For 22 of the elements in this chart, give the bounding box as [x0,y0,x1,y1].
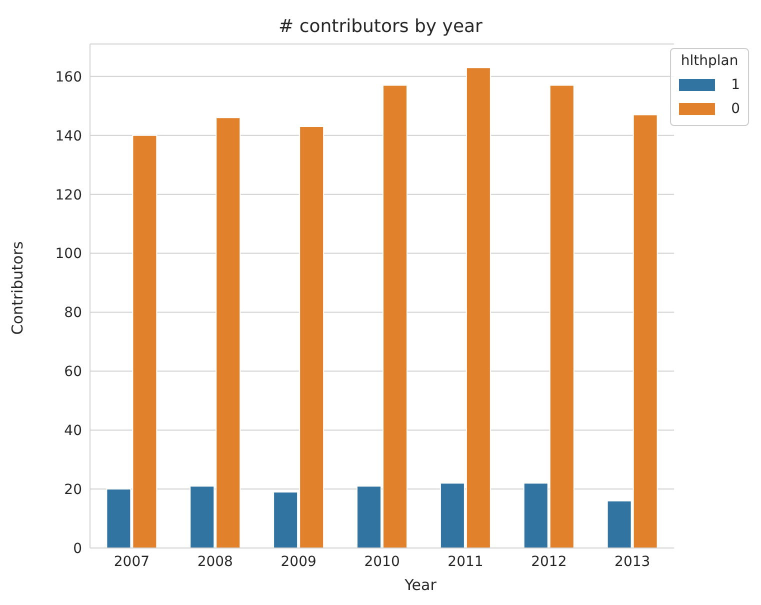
chart-title: # contributors by year [278,16,484,37]
x-tick-label: 2011 [448,554,484,570]
y-tick-label: 0 [73,540,82,557]
y-tick-label: 100 [55,246,82,262]
y-axis-title: Contributors [9,241,28,335]
y-tick-label: 140 [55,128,82,144]
legend-title: hlthplan [680,53,740,69]
x-axis-title: Year [404,576,438,594]
y-tick-label: 120 [55,187,82,204]
legend-label: 1 [731,77,740,93]
x-tick-label: 2013 [614,554,650,570]
legend-label: 0 [731,101,740,117]
y-tick-label: 60 [64,364,82,380]
y-tick-label: 160 [55,69,82,86]
y-tick-label: 20 [64,482,82,498]
x-tick-label: 2009 [280,554,316,570]
x-tick-label: 2007 [114,554,150,570]
y-tick-label: 40 [64,423,82,440]
x-tick-label: 2008 [197,554,233,570]
x-tick-label: 2010 [364,554,400,570]
y-tick-label: 80 [64,305,82,322]
x-tick-label: 2012 [531,554,567,570]
